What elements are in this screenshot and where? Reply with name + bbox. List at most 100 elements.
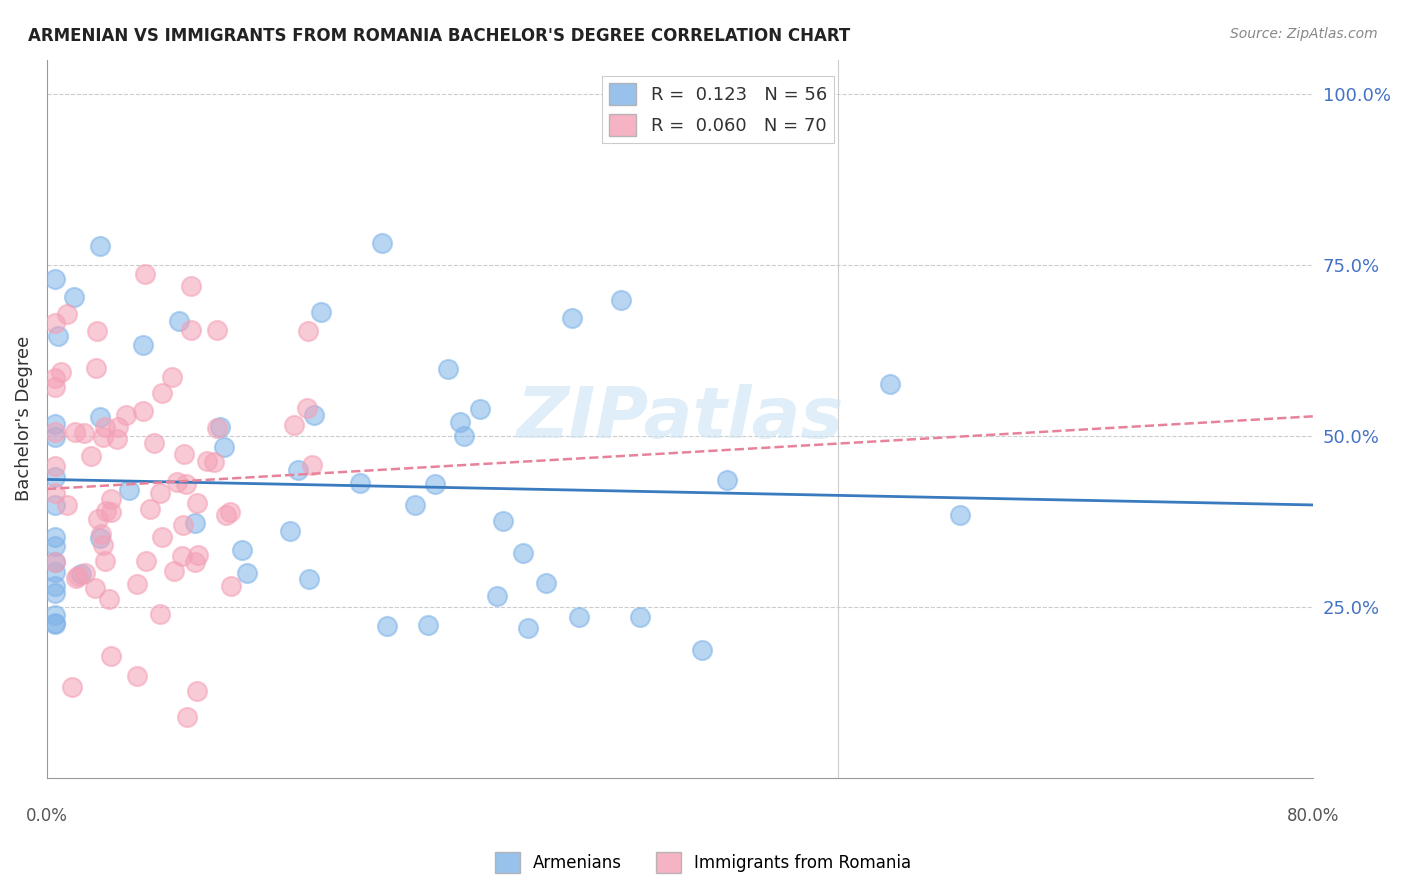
Point — [44, 469, 66, 483]
Point — [134, 268, 156, 282]
Legend: R =  0.123   N = 56, R =  0.060   N = 70: R = 0.123 N = 56, R = 0.060 N = 70 — [602, 76, 834, 144]
Point — [44, 425, 66, 440]
Point — [87, 511, 110, 525]
Point — [628, 610, 651, 624]
Point — [150, 530, 173, 544]
Point — [131, 337, 153, 351]
Point — [172, 549, 194, 564]
Point — [298, 572, 321, 586]
Point — [436, 361, 458, 376]
Point — [195, 453, 218, 467]
Point — [202, 455, 225, 469]
Point — [89, 410, 111, 425]
Point — [44, 579, 66, 593]
Point — [375, 618, 398, 632]
Point — [44, 499, 66, 513]
Point — [60, 680, 83, 694]
Point — [100, 505, 122, 519]
Point — [118, 483, 141, 497]
Point — [186, 496, 208, 510]
Point — [143, 435, 166, 450]
Point — [90, 527, 112, 541]
Point — [516, 621, 538, 635]
Y-axis label: Bachelor's Degree: Bachelor's Degree — [15, 336, 32, 501]
Point — [44, 617, 66, 632]
Point — [67, 569, 90, 583]
Point — [44, 380, 66, 394]
Point — [219, 578, 242, 592]
Point — [492, 514, 515, 528]
Point — [174, 476, 197, 491]
Point — [309, 304, 332, 318]
Point — [370, 236, 392, 251]
Point — [163, 564, 186, 578]
Point — [44, 485, 66, 500]
Point — [184, 555, 207, 569]
Point — [301, 458, 323, 472]
Point — [423, 477, 446, 491]
Text: Source: ZipAtlas.com: Source: ZipAtlas.com — [1230, 27, 1378, 41]
Point — [44, 417, 66, 432]
Point — [86, 324, 108, 338]
Text: 80.0%: 80.0% — [1286, 806, 1340, 825]
Point — [94, 554, 117, 568]
Point — [44, 555, 66, 569]
Point — [879, 376, 901, 391]
Point — [132, 403, 155, 417]
Point — [692, 643, 714, 657]
Point — [44, 616, 66, 631]
Point — [107, 420, 129, 434]
Point — [56, 498, 79, 512]
Point — [416, 618, 439, 632]
Point — [186, 683, 208, 698]
Point — [716, 473, 738, 487]
Point — [231, 543, 253, 558]
Point — [73, 566, 96, 580]
Point — [610, 293, 633, 307]
Point — [304, 409, 326, 423]
Point — [94, 420, 117, 434]
Point — [69, 567, 91, 582]
Point — [453, 429, 475, 443]
Point — [44, 556, 66, 570]
Point — [205, 421, 228, 435]
Text: 0.0%: 0.0% — [25, 806, 67, 825]
Point — [219, 506, 242, 520]
Point — [44, 540, 66, 554]
Point — [297, 324, 319, 338]
Point — [44, 459, 66, 474]
Point — [212, 440, 235, 454]
Point — [139, 502, 162, 516]
Point — [114, 408, 136, 422]
Point — [512, 546, 534, 560]
Point — [135, 554, 157, 568]
Point — [173, 446, 195, 460]
Point — [46, 328, 69, 343]
Point — [485, 590, 508, 604]
Point — [534, 576, 557, 591]
Text: ARMENIAN VS IMMIGRANTS FROM ROMANIA BACHELOR'S DEGREE CORRELATION CHART: ARMENIAN VS IMMIGRANTS FROM ROMANIA BACH… — [28, 27, 851, 45]
Point — [149, 486, 172, 500]
Legend: Armenians, Immigrants from Romania: Armenians, Immigrants from Romania — [488, 846, 918, 880]
Point — [100, 492, 122, 507]
Point — [187, 549, 209, 563]
Point — [215, 508, 238, 522]
Point — [297, 401, 319, 416]
Point — [56, 307, 79, 321]
Point — [44, 271, 66, 285]
Point — [149, 607, 172, 621]
Point — [561, 310, 583, 325]
Point — [180, 323, 202, 337]
Point — [236, 566, 259, 580]
Point — [91, 430, 114, 444]
Point — [167, 314, 190, 328]
Point — [83, 581, 105, 595]
Point — [278, 524, 301, 538]
Point — [91, 538, 114, 552]
Point — [172, 518, 194, 533]
Point — [65, 425, 87, 439]
Point — [166, 475, 188, 490]
Point — [180, 278, 202, 293]
Point — [205, 323, 228, 337]
Point — [470, 401, 492, 416]
